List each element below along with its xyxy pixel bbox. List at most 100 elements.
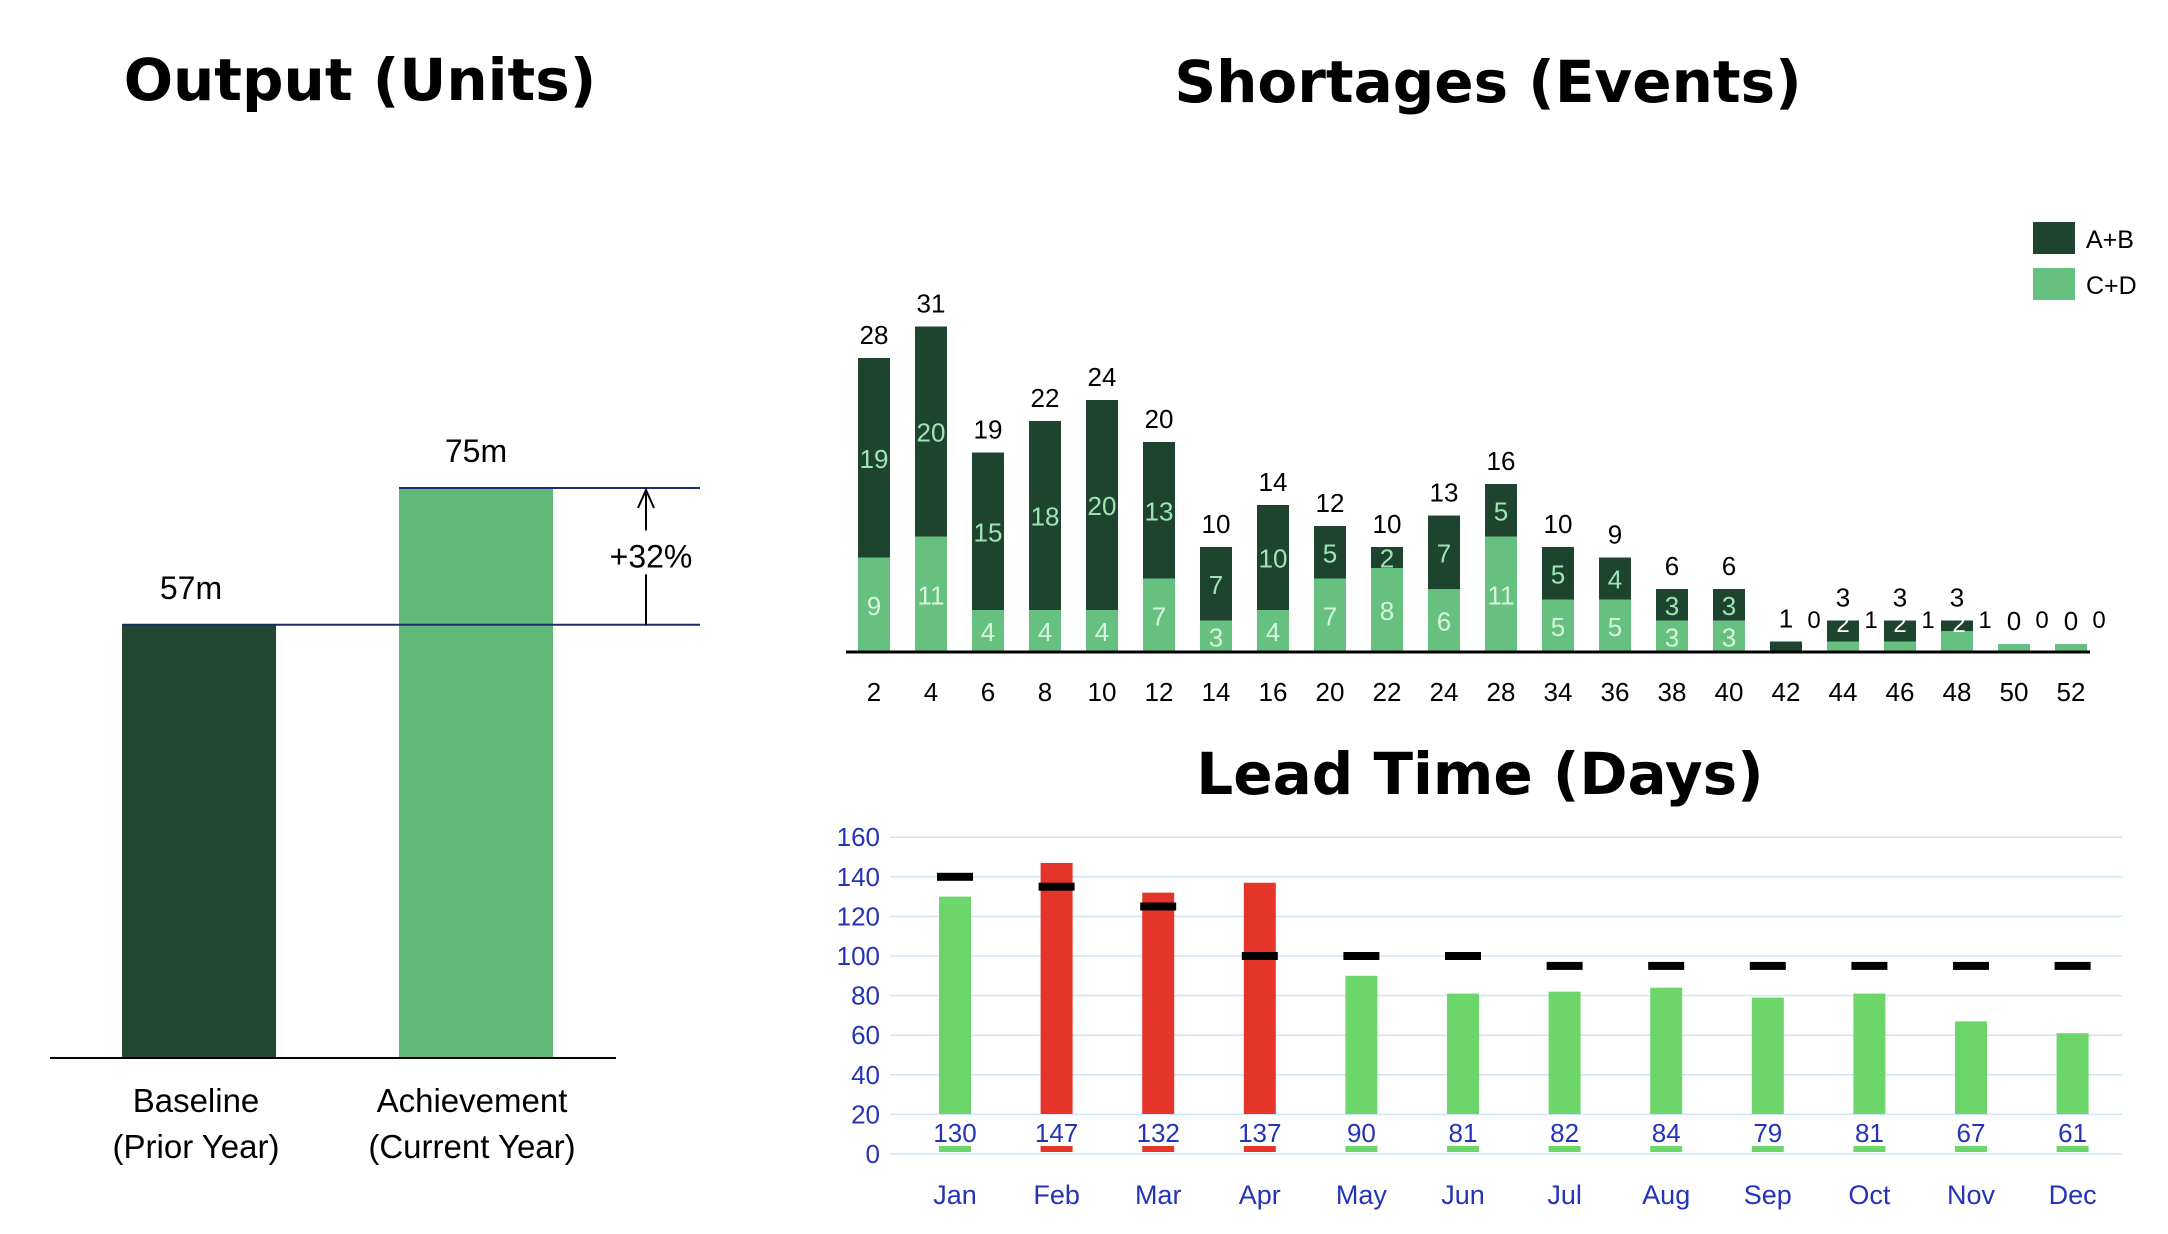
segment-label-cd: 5	[1551, 612, 1565, 642]
segment-label-ab: 4	[1608, 565, 1622, 595]
y-tick-label: 60	[851, 1020, 880, 1050]
segment-label-small: 0	[2064, 611, 2077, 638]
bar-segment-cd	[1200, 620, 1232, 652]
value-label: 81	[1449, 1118, 1478, 1148]
bar-segment-cd	[1371, 568, 1403, 652]
output-bar	[122, 624, 276, 1058]
x-tick-label: 14	[1202, 677, 1231, 707]
arrow-head	[637, 487, 655, 509]
segment-label-cd: 3	[1722, 622, 1736, 652]
segment-label-ab: 5	[1323, 538, 1337, 568]
bar-segment-cd	[1143, 578, 1175, 652]
bar-segment-cd	[1314, 578, 1346, 652]
value-label: 67	[1957, 1118, 1986, 1148]
value-label: 137	[1238, 1118, 1281, 1148]
x-tick-label: Jul	[1547, 1180, 1582, 1210]
bar-segment-ab	[1428, 515, 1460, 589]
x-tick-label: Oct	[1848, 1180, 1891, 1210]
x-tick-label: 22	[1373, 677, 1402, 707]
x-tick-label: 36	[1601, 677, 1630, 707]
lead-time-bar-base	[1955, 1146, 1987, 1152]
target-marker	[1038, 882, 1075, 891]
value-label: 147	[1035, 1118, 1078, 1148]
lead-time-bar	[1650, 987, 1683, 1114]
chart-title: Lead Time (Days)	[1196, 740, 1763, 808]
target-marker	[937, 872, 973, 881]
target-marker	[1851, 961, 1888, 970]
bar-segment-cd	[1827, 641, 1859, 652]
annotation-background	[596, 530, 696, 575]
x-tick-label: 28	[1487, 677, 1516, 707]
total-label: 1	[1779, 604, 1793, 634]
bar-segment-ab	[972, 452, 1004, 610]
segment-label-cd: 11	[918, 580, 945, 610]
bar-segment-cd	[915, 536, 947, 652]
chart-title: Output (Units)	[124, 46, 597, 114]
total-label: 28	[860, 320, 889, 350]
x-tick-label: 44	[1829, 677, 1858, 707]
total-label: 19	[974, 415, 1003, 445]
segment-label-ab: 5	[1494, 496, 1508, 526]
lead-time-bar-base	[1751, 1146, 1784, 1152]
bar-segment-ab	[1827, 620, 1859, 642]
segment-label-small: 2	[1836, 611, 1849, 638]
lead-time-bar	[2056, 1033, 2089, 1114]
bar-segment-ab	[1599, 557, 1631, 600]
legend-swatch-cd	[2033, 268, 2075, 300]
value-label: 75m	[445, 433, 507, 469]
total-label: 22	[1031, 383, 1060, 413]
bar-segment-cd	[1884, 641, 1916, 652]
value-label: 130	[933, 1118, 976, 1148]
x-tick-label: 6	[981, 677, 995, 707]
bar-segment-cd	[1599, 599, 1631, 652]
segment-label-cd: 9	[867, 591, 881, 621]
x-tick-label: 46	[1886, 677, 1915, 707]
x-tick-label: Mar	[1135, 1180, 1182, 1210]
legend-swatch-ab	[2033, 222, 2075, 254]
bar-segment-cd	[1086, 610, 1118, 652]
bar-segment-ab	[1656, 589, 1688, 621]
category-label: (Prior Year)	[113, 1128, 280, 1165]
total-label: 9	[1608, 520, 1622, 550]
bar-segment-ab	[1086, 400, 1118, 610]
lead-time-bar	[939, 896, 971, 1114]
segment-label-cd: 3	[1665, 622, 1679, 652]
total-label: 16	[1487, 446, 1516, 476]
x-tick-label: Aug	[1642, 1180, 1690, 1210]
bar-segment-ab	[1371, 547, 1403, 568]
lead-time-bar	[1243, 882, 1276, 1114]
value-label: 61	[2058, 1118, 2087, 1148]
bar-segment-ab	[1485, 484, 1517, 537]
total-label: 14	[1259, 467, 1288, 497]
segment-label-cd: 3	[1209, 622, 1223, 652]
segment-label-cd: 4	[1038, 617, 1052, 647]
segment-label-cd: 4	[981, 617, 995, 647]
segment-label-ab: 7	[1209, 570, 1223, 600]
segment-label-small: 1	[1779, 611, 1792, 638]
x-tick-label: 42	[1772, 677, 1801, 707]
bar-segment-ab	[1884, 620, 1916, 642]
segment-label-ab: 20	[1088, 491, 1117, 521]
legend-label-ab: A+B	[2086, 226, 2134, 254]
segment-label-cd: 11	[1488, 580, 1515, 610]
bar-segment-cd	[1029, 610, 1061, 652]
chart-title: Shortages (Events)	[1174, 48, 1801, 116]
segment-label-ab: 15	[974, 517, 1003, 547]
segment-label-ab: 10	[1259, 544, 1288, 574]
segment-label-ab: 7	[1437, 538, 1451, 568]
total-label: 20	[1145, 404, 1174, 434]
value-label: 90	[1347, 1118, 1376, 1148]
x-tick-label: Apr	[1239, 1180, 1281, 1210]
x-tick-label: 50	[2000, 677, 2029, 707]
segment-label-cd: 7	[1323, 601, 1337, 631]
total-label: 3	[1893, 583, 1907, 613]
x-tick-label: Jun	[1441, 1180, 1485, 1210]
bar-segment-ab	[915, 326, 947, 537]
legend-label-cd: C+D	[2086, 272, 2137, 300]
lead-time-bar-base	[1345, 1146, 1378, 1152]
target-marker	[1241, 952, 1278, 960]
y-tick-label: 0	[866, 1139, 880, 1169]
total-label: 12	[1316, 488, 1345, 518]
